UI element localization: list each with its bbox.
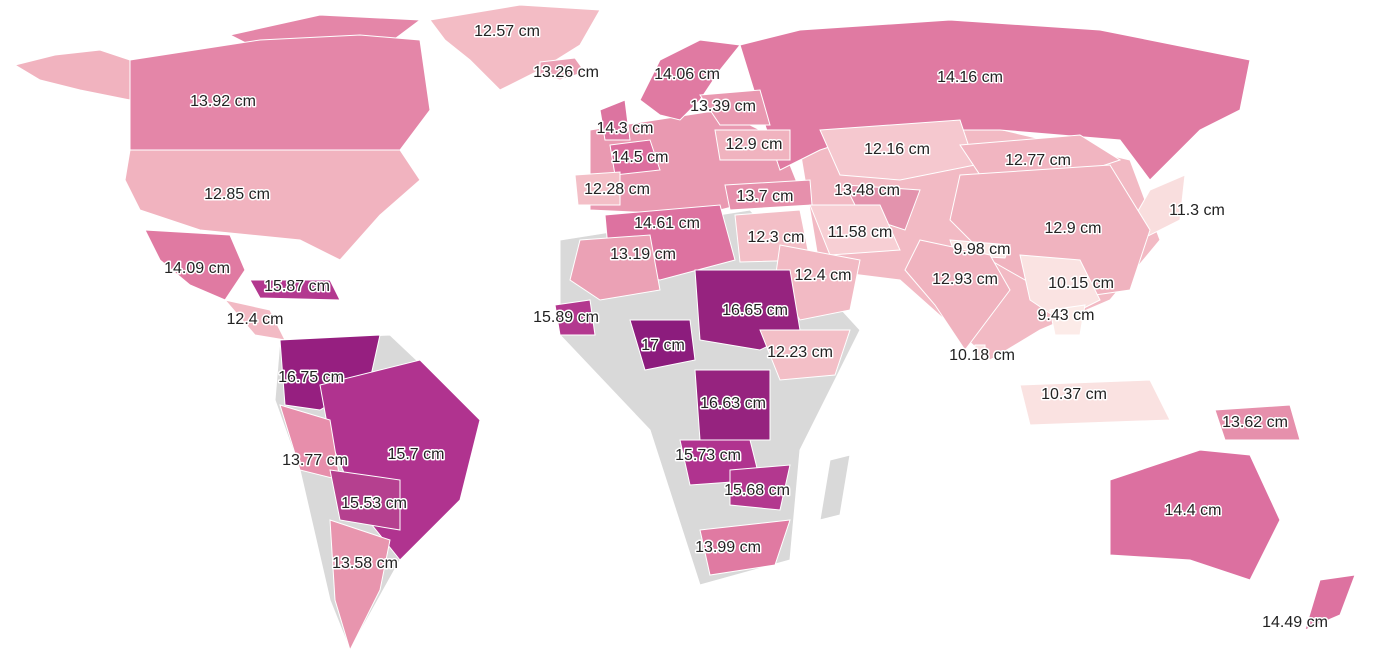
region-label: 15.87 cm xyxy=(264,278,330,295)
region-label: 14.4 cm xyxy=(1165,502,1222,519)
alaska xyxy=(13,49,131,101)
country xyxy=(1214,404,1301,441)
country xyxy=(569,234,661,301)
region-label: 16.65 cm xyxy=(722,302,788,319)
country xyxy=(554,299,596,336)
region-label: 14.06 cm xyxy=(654,66,720,83)
country xyxy=(329,469,401,531)
country xyxy=(574,171,621,206)
region-label: 12.85 cm xyxy=(204,186,270,203)
region-label: 10.37 cm xyxy=(1041,386,1107,403)
region-label: 13.77 cm xyxy=(282,452,348,469)
region-label: 15.53 cm xyxy=(341,495,407,512)
region-label: 14.49 cm xyxy=(1262,614,1328,631)
country xyxy=(249,279,341,301)
region-label: 10.15 cm xyxy=(1048,275,1114,292)
country xyxy=(1304,574,1356,631)
country xyxy=(639,39,741,121)
region-label: 15.89 cm xyxy=(533,309,599,326)
country xyxy=(699,89,771,126)
region-label: 10.18 cm xyxy=(949,347,1015,364)
region-label: 12.4 cm xyxy=(227,311,284,328)
region-label: 13.26 cm xyxy=(533,64,599,81)
country xyxy=(609,139,661,176)
region-label: 15.73 cm xyxy=(675,447,741,464)
madagascar xyxy=(819,454,851,521)
region-label: 12.77 cm xyxy=(1005,152,1071,169)
region-label: 13.58 cm xyxy=(332,555,398,572)
country xyxy=(904,239,1011,351)
region-label: 9.98 cm xyxy=(954,241,1011,258)
region-label: 14.61 cm xyxy=(634,215,700,232)
region-label: 12.57 cm xyxy=(474,23,540,40)
country xyxy=(129,34,431,151)
region-label: 12.4 cm xyxy=(795,267,852,284)
region-label: 14.16 cm xyxy=(937,69,1003,86)
country xyxy=(329,519,391,652)
region-label: 12.93 cm xyxy=(932,271,998,288)
region-label: 14.3 cm xyxy=(597,120,654,137)
country xyxy=(539,57,586,81)
region-label: 16.63 cm xyxy=(700,395,766,412)
region-label: 13.62 cm xyxy=(1222,414,1288,431)
region-label: 12.9 cm xyxy=(1045,220,1102,237)
region-label: 12.16 cm xyxy=(864,141,930,158)
region-label: 15.68 cm xyxy=(724,482,790,499)
region-label: 12.3 cm xyxy=(748,229,805,246)
country xyxy=(759,329,851,381)
region-label: 11.58 cm xyxy=(828,224,893,241)
country xyxy=(974,344,986,361)
region-label: 14.09 cm xyxy=(164,260,230,277)
country xyxy=(729,464,791,511)
country xyxy=(1019,379,1171,426)
country xyxy=(699,519,791,576)
region-label: 13.7 cm xyxy=(737,188,794,205)
country xyxy=(599,99,631,141)
region-label: 12.28 cm xyxy=(584,181,650,198)
region-label: 13.48 cm xyxy=(834,182,900,199)
region-label: 11.3 cm xyxy=(1169,202,1225,219)
country xyxy=(739,19,1251,181)
country xyxy=(694,369,771,441)
region-label: 13.99 cm xyxy=(695,539,761,556)
country xyxy=(629,319,696,371)
region-label: 12.9 cm xyxy=(726,136,783,153)
region-label: 17 cm xyxy=(641,337,685,354)
country xyxy=(714,129,791,161)
region-label: 9.43 cm xyxy=(1038,307,1095,324)
country xyxy=(1109,449,1281,581)
country xyxy=(124,149,421,261)
country xyxy=(809,204,901,256)
labels: 12.57 cm 13.26 cm 14.06 cm 13.92 cm 14.16 cm… xyxy=(163,22,1330,633)
region-label: 14.5 cm xyxy=(612,149,669,166)
region-label: 13.92 cm xyxy=(190,93,256,110)
region-label: 13.19 cm xyxy=(610,246,676,263)
region-label: 15.7 cm xyxy=(388,446,445,463)
region-label: 13.39 cm xyxy=(690,98,756,115)
country xyxy=(819,119,976,181)
country xyxy=(1049,304,1086,336)
region-label: 16.75 cm xyxy=(278,369,344,386)
countries xyxy=(124,4,1356,652)
region-label: 12.23 cm xyxy=(767,344,833,361)
